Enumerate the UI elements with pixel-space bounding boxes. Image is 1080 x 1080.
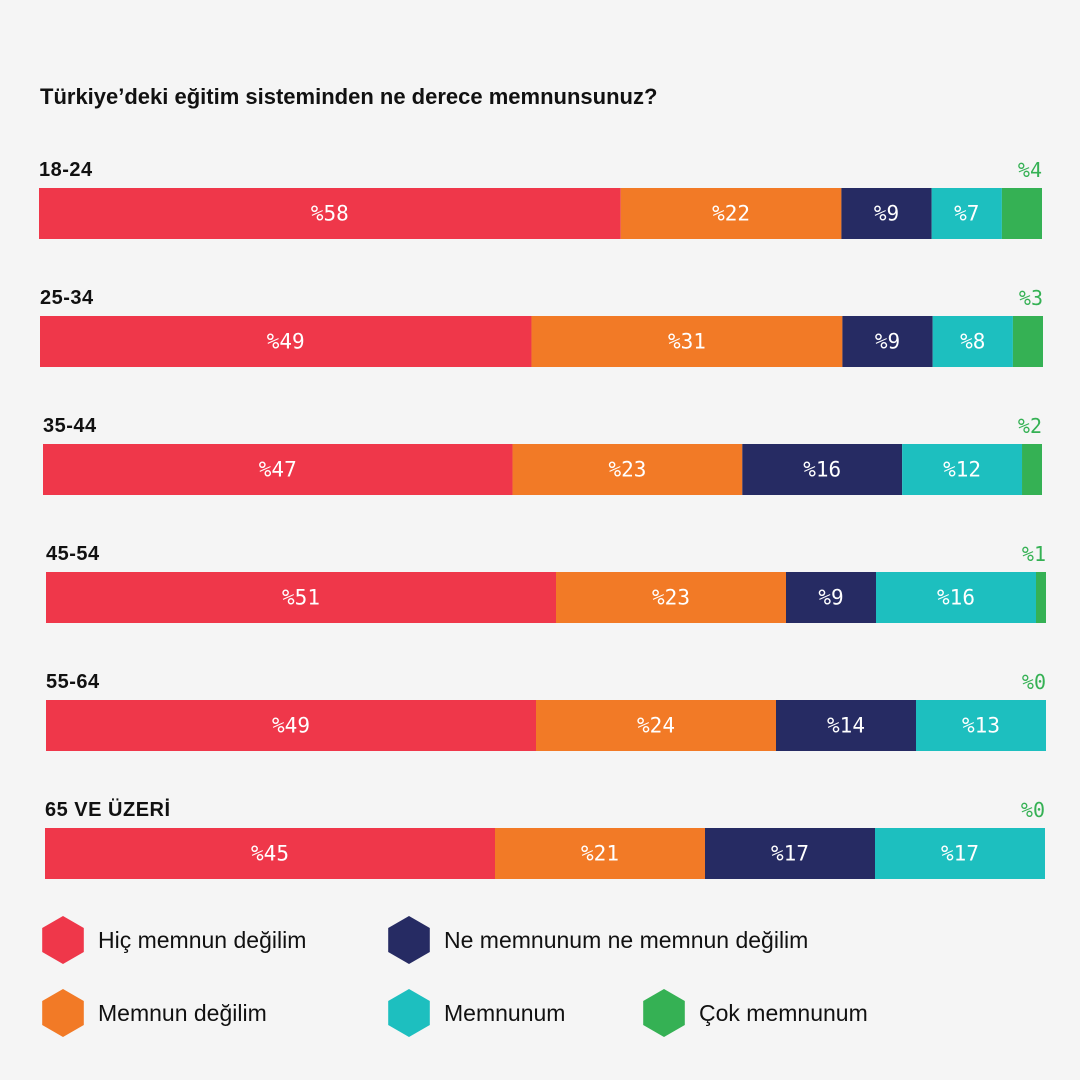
legend-label-ok-memnunum: Çok memnunum <box>699 1000 868 1026</box>
legend-label-hi-memnun-de-ilim: Hiç memnun değilim <box>98 927 306 953</box>
legend-marker-ne-memnunum-ne-memnun-de-ilim <box>388 916 430 964</box>
bar-label-hi-memnun-de-ilim-65-ve-zeri: %45 <box>251 842 289 866</box>
legend-marker-hi-memnun-de-ilim <box>42 916 84 964</box>
bar-ok-memnunum-45-54 <box>1036 572 1046 623</box>
outside-label-ok-memnunum-55-64: %0 <box>1022 670 1046 694</box>
legend-marker-memnunum <box>388 989 430 1037</box>
category-label-18-24: 18-24 <box>39 159 93 181</box>
bar-label-ne-memnunum-ne-memnun-de-ilim-18-24: %9 <box>874 202 899 226</box>
bars-group: 18-24 %58 %22 %9 %7 %4 25-34 %49 %31 %9 %8 %3 35-44%… <box>39 158 1046 879</box>
bar-label-ne-memnunum-ne-memnun-de-ilim-45-54: %9 <box>818 586 843 610</box>
outside-label-ok-memnunum-45-54: %1 <box>1022 542 1046 566</box>
outside-label-ok-memnunum-65-ve-zeri: %0 <box>1021 798 1045 822</box>
bar-label-memnunum-45-54: %16 <box>937 586 975 610</box>
bar-label-memnunum-35-44: %12 <box>943 458 981 482</box>
bar-label-memnun-de-ilim-35-44: %23 <box>608 458 646 482</box>
bar-label-hi-memnun-de-ilim-18-24: %58 <box>311 202 349 226</box>
category-label-45-54: 45-54 <box>46 543 100 565</box>
bar-label-memnunum-18-24: %7 <box>954 202 979 226</box>
category-label-55-64: 55-64 <box>46 671 100 693</box>
bar-ok-memnunum-18-24 <box>1002 188 1042 239</box>
bar-label-memnun-de-ilim-25-34: %31 <box>668 330 706 354</box>
bar-label-memnun-de-ilim-45-54: %23 <box>652 586 690 610</box>
legend-label-ne-memnunum-ne-memnun-de-ilim: Ne memnunum ne memnun değilim <box>444 927 808 953</box>
bar-label-hi-memnun-de-ilim-25-34: %49 <box>267 330 305 354</box>
bar-label-memnunum-25-34: %8 <box>960 330 985 354</box>
legend-label-memnun-de-ilim: Memnun değilim <box>98 1000 267 1026</box>
bar-label-memnun-de-ilim-55-64: %24 <box>637 714 675 738</box>
chart-title: Türkiye’deki eğitim sisteminden ne derec… <box>40 84 657 109</box>
category-label-35-44: 35-44 <box>43 415 97 437</box>
category-label-25-34: 25-34 <box>40 287 94 309</box>
outside-label-ok-memnunum-18-24: %4 <box>1018 158 1042 182</box>
bar-label-hi-memnun-de-ilim-55-64: %49 <box>272 714 310 738</box>
bar-ok-memnunum-35-44 <box>1022 444 1042 495</box>
bar-label-hi-memnun-de-ilim-45-54: %51 <box>282 586 320 610</box>
outside-label-ok-memnunum-35-44: %2 <box>1018 414 1042 438</box>
bar-label-memnun-de-ilim-65-ve-zeri: %21 <box>581 842 619 866</box>
legend: Hiç memnun değilim Ne memnunum ne memnun … <box>42 916 868 1037</box>
legend-label-memnunum: Memnunum <box>444 1000 565 1026</box>
bar-ok-memnunum-25-34 <box>1013 316 1043 367</box>
bar-label-memnunum-65-ve-zeri: %17 <box>941 842 979 866</box>
category-label-65-ve-zeri: 65 VE ÜZERİ <box>45 798 171 821</box>
bar-label-ne-memnunum-ne-memnun-de-ilim-35-44: %16 <box>803 458 841 482</box>
bar-label-ne-memnunum-ne-memnun-de-ilim-65-ve-zeri: %17 <box>771 842 809 866</box>
legend-marker-memnun-de-ilim <box>42 989 84 1037</box>
bar-label-ne-memnunum-ne-memnun-de-ilim-25-34: %9 <box>875 330 900 354</box>
legend-marker-ok-memnunum <box>643 989 685 1037</box>
stacked-bar-chart: Türkiye’deki eğitim sisteminden ne derec… <box>0 0 1080 1080</box>
bar-label-memnunum-55-64: %13 <box>962 714 1000 738</box>
bar-label-ne-memnunum-ne-memnun-de-ilim-55-64: %14 <box>827 714 865 738</box>
outside-label-ok-memnunum-25-34: %3 <box>1019 286 1043 310</box>
bar-label-hi-memnun-de-ilim-35-44: %47 <box>259 458 297 482</box>
bar-label-memnun-de-ilim-18-24: %22 <box>712 202 750 226</box>
